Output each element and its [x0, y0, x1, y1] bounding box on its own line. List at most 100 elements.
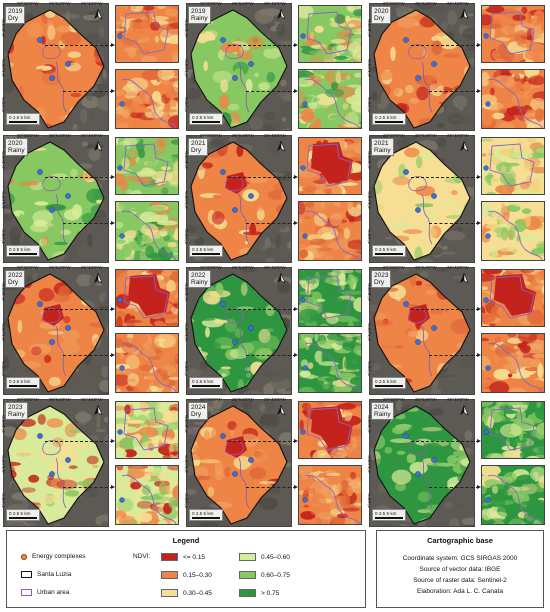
energy-complex-marker: [431, 457, 437, 463]
ndvi-label: NDVI:: [133, 553, 151, 560]
zoom-inset-north: [298, 269, 362, 327]
zoom-inset-south: [298, 69, 362, 129]
energy-complex-marker: [248, 325, 254, 331]
longitude-label: 36°48'0"W: [447, 133, 469, 138]
scale-bar: 0 2.5 5 km: [6, 377, 40, 389]
longitude-label: 36°54'0"W: [415, 1, 437, 6]
scale-bar-shape: [375, 253, 404, 255]
latitude-label: 7°0'0"S: [1, 229, 6, 245]
longitude-label: 36°48'0"W: [81, 133, 103, 138]
north-arrow-icon: [459, 270, 469, 284]
latitude-label: 7°0'0"S: [367, 97, 372, 113]
energy-complex-marker: [220, 169, 226, 175]
ndvi-panel-2020-rainy: 37°00'0"W 36°54'0"W 36°48'0"W 6°48'0"S 6°54'…: [1, 133, 184, 265]
longitude-label: 36°48'0"W: [81, 1, 103, 6]
zoom-inset-south: [115, 201, 179, 261]
latitude-label: 7°0'0"S: [367, 229, 372, 245]
latitude-label: 6°54'0"S: [184, 323, 189, 341]
ndvi-panel-2024-rainy: 37°00'0"W 36°54'0"W 36°48'0"W 6°48'0"S 6°54'…: [367, 397, 550, 529]
period-label: 2024 Rainy: [371, 402, 394, 420]
latitude-label: 7°0'0"S: [367, 493, 372, 509]
main-map: [369, 135, 475, 263]
legend-urban-label: Urban area: [37, 589, 70, 596]
year-text: 2019: [191, 8, 206, 15]
season-text: Dry: [191, 411, 202, 418]
scale-bar-shape: [192, 253, 221, 255]
main-map: [369, 267, 475, 395]
longitude-label: 37°00'0"W: [383, 1, 405, 6]
scale-bar: 0 2.5 5 km: [189, 113, 223, 125]
energy-complex-marker: [403, 301, 409, 307]
zoom-inset-south: [115, 69, 179, 129]
inset-connector-arrow: [429, 221, 481, 225]
scale-bar-shape: [375, 517, 404, 519]
energy-complex-marker: [431, 61, 437, 67]
scale-bar-shape: [192, 517, 221, 519]
inset-connector-arrow: [63, 353, 115, 357]
municipality-map-svg: [187, 4, 291, 130]
inset-connector-arrow: [63, 485, 115, 489]
inset-connector-arrow: [45, 439, 115, 443]
zoom-inset-south: [481, 69, 545, 129]
longitude-label: 36°54'0"W: [232, 397, 254, 402]
latitude-label: 7°0'0"S: [184, 229, 189, 245]
north-arrow-icon: [459, 402, 469, 416]
scale-bar-shape: [192, 385, 221, 387]
scale-label: 0 2.5 5 km: [375, 511, 397, 516]
period-label: 2023 Dry: [371, 270, 392, 288]
zoom-inset-south: [115, 465, 179, 525]
energy-complex-marker: [403, 169, 409, 175]
north-arrow-icon: [276, 270, 286, 284]
carto-line-elaboration: Elaboration: Ada L. C. Canata: [416, 588, 503, 595]
inset-connector-arrow: [45, 43, 115, 47]
longitude-label: 36°54'0"W: [49, 397, 71, 402]
scale-bar-shape: [375, 121, 404, 123]
municipality-map-svg: [187, 136, 291, 262]
longitude-label: 37°00'0"W: [17, 265, 39, 270]
longitude-label: 36°48'0"W: [264, 265, 286, 270]
longitude-label: 37°00'0"W: [200, 265, 222, 270]
zoom-inset-south: [115, 333, 179, 393]
longitude-label: 36°48'0"W: [447, 1, 469, 6]
latitude-label: 7°0'0"S: [1, 361, 6, 377]
scale-bar: 0 2.5 5 km: [372, 377, 406, 389]
ndvi-swatch-2: [161, 589, 178, 597]
ndvi-class-3: 0.45–0.60: [239, 553, 290, 561]
longitude-label: 36°54'0"W: [415, 265, 437, 270]
zoom-inset-north: [115, 269, 179, 327]
season-text: Dry: [191, 147, 202, 154]
zoom-inset-south: [298, 333, 362, 393]
period-label: 2019 Rainy: [188, 6, 211, 24]
longitude-label: 36°48'0"W: [264, 397, 286, 402]
legend-energy: Energy complexes: [21, 553, 85, 560]
zoom-inset-south: [481, 201, 545, 261]
scale-bar: 0 2.5 5 km: [189, 509, 223, 521]
longitude-label: 36°54'0"W: [232, 133, 254, 138]
zoom-inset-north: [298, 5, 362, 63]
energy-complex-marker: [403, 433, 409, 439]
inset-connector-arrow: [411, 175, 481, 179]
energy-complex-marker: [220, 37, 226, 43]
inset-connector-arrow: [63, 89, 115, 93]
north-arrow-icon: [459, 138, 469, 152]
scale-bar: 0 2.5 5 km: [372, 509, 406, 521]
scale-label: 0 2.5 5 km: [192, 247, 214, 252]
zoom-inset-north: [481, 137, 545, 195]
period-label: 2020 Dry: [371, 6, 392, 24]
longitude-label: 36°48'0"W: [81, 265, 103, 270]
scale-bar: 0 2.5 5 km: [189, 377, 223, 389]
longitude-label: 36°54'0"W: [49, 133, 71, 138]
scale-bar-shape: [9, 517, 38, 519]
longitude-label: 36°48'0"W: [264, 133, 286, 138]
latitude-label: 6°54'0"S: [367, 323, 372, 341]
season-text: Rainy: [191, 15, 208, 22]
latitude-label: 6°54'0"S: [184, 455, 189, 473]
season-text: Rainy: [191, 279, 208, 286]
ndvi-class-0: <= 0.15: [161, 553, 205, 561]
north-arrow-icon: [93, 402, 103, 416]
energy-complex-marker: [431, 325, 437, 331]
ndvi-panel-2023-dry: 37°00'0"W 36°54'0"W 36°48'0"W 6°48'0"S 6°54'…: [367, 265, 550, 397]
longitude-label: 37°00'0"W: [200, 397, 222, 402]
energy-complex-marker: [49, 75, 55, 81]
ndvi-panel-2022-rainy: 37°00'0"W 36°54'0"W 36°48'0"W 6°48'0"S 6°54'…: [184, 265, 367, 397]
